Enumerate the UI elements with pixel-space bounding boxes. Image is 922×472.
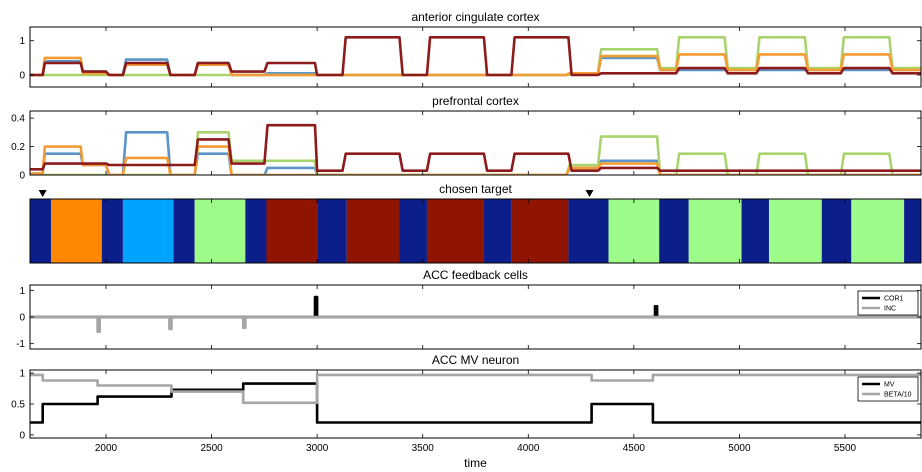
target-segment xyxy=(346,199,400,263)
series-line xyxy=(30,373,921,405)
x-tick-label: 4500 xyxy=(623,443,646,454)
series-line xyxy=(30,123,921,172)
legend-label: INC xyxy=(884,306,896,313)
target-segment xyxy=(245,199,267,263)
series-line xyxy=(30,56,921,77)
panel-2: chosen target xyxy=(29,182,922,264)
trial-marker xyxy=(38,190,47,197)
target-segment xyxy=(101,199,123,263)
target-segment xyxy=(904,199,921,263)
y-tick-label: 0 xyxy=(19,430,25,441)
panel-0: anterior cingulate cortex 0 1 xyxy=(19,10,922,88)
axes-frame xyxy=(29,284,922,350)
series-line xyxy=(30,131,921,175)
x-tick-label: 5500 xyxy=(834,443,857,454)
target-segment xyxy=(426,199,484,263)
y-tick-label: -1 xyxy=(16,339,25,350)
target-segment xyxy=(511,199,569,263)
legend: MV BETA/10 xyxy=(857,376,919,402)
y-tick-label: 0 xyxy=(19,71,25,82)
y-tick-label: 1 xyxy=(19,369,25,380)
y-tick-label: 0.4 xyxy=(11,114,25,125)
target-segment xyxy=(399,199,427,263)
target-segment xyxy=(317,199,347,263)
target-segment xyxy=(266,199,318,263)
series-line xyxy=(30,315,921,334)
axes-frame xyxy=(29,110,922,176)
series-line xyxy=(30,295,921,319)
legend-label: BETA/10 xyxy=(884,392,912,399)
target-segment xyxy=(30,199,52,263)
y-tick-label: 0.5 xyxy=(11,400,25,411)
series-line xyxy=(30,382,921,424)
target-segment xyxy=(608,199,660,263)
series-line xyxy=(30,53,921,77)
panel-title: anterior cingulate cortex xyxy=(411,10,539,24)
target-segment xyxy=(122,199,174,263)
x-tick-label: 2000 xyxy=(95,443,118,454)
panel-title: ACC feedback cells xyxy=(423,268,528,282)
target-segment xyxy=(768,199,822,263)
y-tick-label: 1 xyxy=(19,286,25,297)
panel-3: ACC feedback cells -1 0 1 COR1 INC xyxy=(16,268,922,350)
series-line xyxy=(30,35,921,77)
x-axis-label: time xyxy=(464,456,487,470)
x-tick-label: 3500 xyxy=(412,443,435,454)
legend-label: MV xyxy=(884,382,895,389)
x-tick-label: 3000 xyxy=(306,443,329,454)
target-segment xyxy=(741,199,769,263)
target-segment xyxy=(688,199,742,263)
legend-label: COR1 xyxy=(884,296,904,303)
trial-marker xyxy=(585,190,594,197)
target-segment xyxy=(568,199,609,263)
y-tick-label: 1 xyxy=(19,36,25,47)
legend: COR1 INC xyxy=(857,290,919,316)
target-segment xyxy=(194,199,246,263)
axes-frame xyxy=(29,198,922,264)
axes-frame xyxy=(29,26,922,88)
panel-title: chosen target xyxy=(439,182,512,196)
target-segment xyxy=(173,199,195,263)
target-segment xyxy=(821,199,852,263)
panel-title: prefrontal cortex xyxy=(432,94,519,108)
x-tick-label: 4000 xyxy=(517,443,540,454)
panel-1: prefrontal cortex 0 0.2 0.4 xyxy=(11,94,922,182)
panel-4: ACC MV neuron 0 0.5 1 2000 2500 3000 3500 4000 45… xyxy=(11,353,922,470)
target-segment xyxy=(483,199,512,263)
target-segment xyxy=(851,199,905,263)
y-tick-label: 0 xyxy=(19,313,25,324)
y-tick-label: 0 xyxy=(19,171,25,182)
y-tick-label: 0.2 xyxy=(11,142,25,153)
target-segment xyxy=(659,199,689,263)
x-tick-label: 2500 xyxy=(200,443,223,454)
panel-title: ACC MV neuron xyxy=(432,353,519,367)
target-segment xyxy=(51,199,102,263)
axes-frame xyxy=(29,369,922,439)
series-line xyxy=(30,145,921,175)
x-tick-label: 5000 xyxy=(728,443,751,454)
